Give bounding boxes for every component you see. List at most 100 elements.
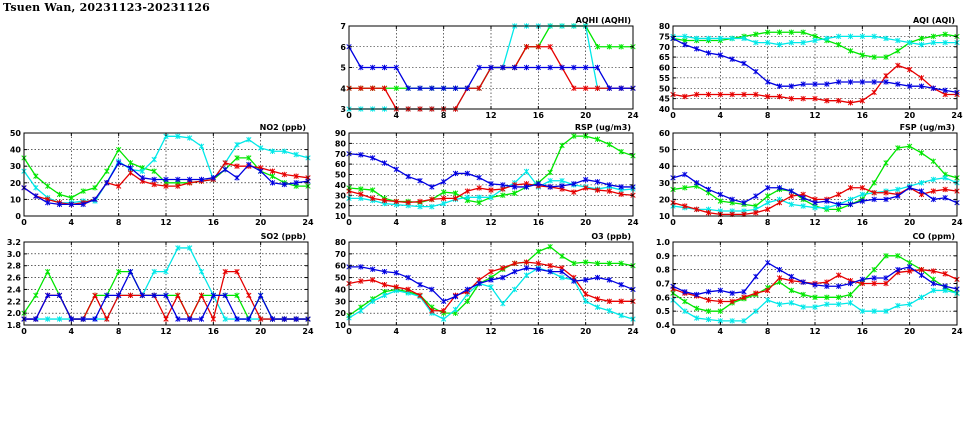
data-point [187,176,193,183]
data-point [847,201,854,208]
y-tick-label: 40 [335,181,347,190]
data-point [753,31,759,37]
x-tick-label: 8 [765,111,771,120]
data-point [488,194,494,201]
data-point [583,298,589,304]
x-tick-label: 24 [951,218,963,227]
x-tick-label: 20 [580,111,592,120]
data-point [547,263,553,269]
data-point [741,35,747,42]
data-point [452,190,459,196]
data-point [269,168,276,174]
data-point [234,268,240,275]
data-point [583,185,589,191]
data-point [871,275,877,281]
data-point [836,206,842,213]
plot-area [349,242,633,325]
data-point [859,191,865,198]
data-point [281,171,287,178]
data-point [682,185,688,191]
data-point [104,292,110,299]
data-point [871,33,877,40]
y-tick-label: 10 [659,212,671,221]
x-tick-label: 4 [69,327,75,336]
y-tick-label: 1.0 [656,238,671,247]
data-point [198,143,205,149]
x-tick-label: 20 [255,218,267,227]
y-tick-label: 75 [659,32,671,41]
data-point [717,198,723,204]
data-point [246,161,252,168]
data-point [717,298,723,305]
data-point [488,268,494,275]
y-tick-label: 0.8 [656,266,671,275]
data-point [429,196,435,203]
data-point [776,41,783,48]
data-point [163,183,169,189]
data-point [187,316,193,322]
data-point [583,277,589,283]
data-point [56,201,63,208]
data-point [523,259,530,265]
data-point [907,39,913,46]
data-point [836,191,842,198]
series-blue [670,35,960,96]
data-point [559,142,565,149]
data-point [441,316,447,322]
y-tick-label: 2.0 [7,309,22,318]
y-tick-label: 80 [335,139,347,148]
data-point [476,280,482,287]
data-point [381,292,388,299]
y-tick-label: 0 [15,212,21,221]
data-point [776,29,783,35]
data-point [234,175,240,181]
data-point [812,200,818,206]
y-tick-label: 80 [335,238,347,247]
data-point [370,85,376,91]
data-point [358,308,364,314]
y-tick-label: 0.7 [656,280,670,289]
data-point [741,294,747,301]
x-tick-label: 12 [809,111,820,120]
data-point [417,281,423,288]
data-point [836,294,842,301]
data-point [788,273,794,280]
y-tick-label: 3 [340,105,346,114]
data-point [488,277,494,283]
data-point [370,64,376,71]
data-point [417,178,423,184]
data-point [104,180,110,186]
y-tick-label: 30 [335,191,347,200]
data-point [358,191,364,197]
data-point [859,308,865,314]
data-point [705,91,712,98]
data-point [535,64,541,71]
data-point [800,95,806,102]
y-tick-label: 20 [335,202,347,211]
chart-o3: 0 4 8 12 16 20 24 10 20 30 40 50 60 70 80 O3 (ppb) [335,232,639,336]
x-tick-label: 8 [765,218,771,227]
y-tick-label: 20 [335,309,347,318]
data-point [729,56,735,62]
data-point [824,98,830,104]
data-point [930,85,936,91]
data-point [594,187,601,193]
data-point [847,79,854,85]
data-point [694,46,700,52]
data-point [393,166,399,173]
data-point [535,248,541,255]
data-point [765,29,771,35]
data-point [836,98,842,104]
data-point [464,85,470,91]
data-point [705,186,712,193]
data-point [246,292,252,299]
data-point [222,268,228,275]
data-point [127,165,134,171]
x-tick-label: 12 [160,218,171,227]
data-point [68,201,74,208]
data-point [682,171,688,178]
data-point [175,245,181,251]
data-point [895,266,901,273]
